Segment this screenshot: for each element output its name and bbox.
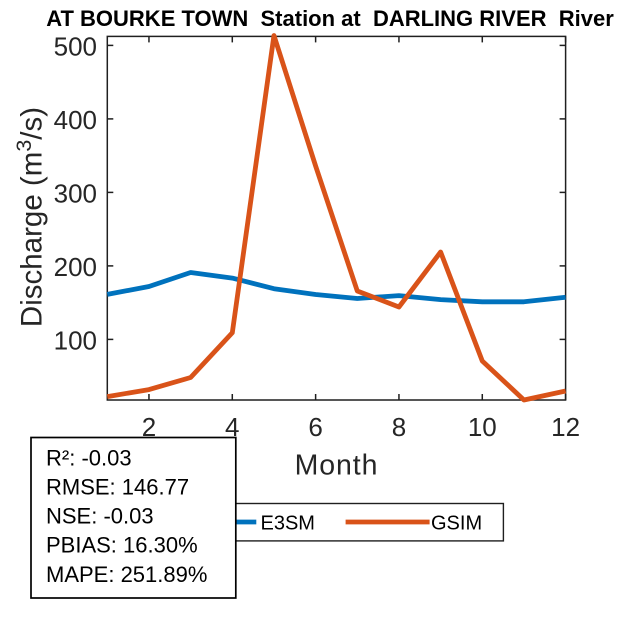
svg-text:PBIAS: 16.30%: PBIAS: 16.30% [46, 533, 198, 558]
svg-text:MAPE: 251.89%: MAPE: 251.89% [46, 562, 207, 587]
svg-text:12: 12 [551, 412, 580, 442]
svg-text:4: 4 [225, 412, 239, 442]
svg-text:400: 400 [54, 105, 97, 135]
svg-text:Month: Month [295, 450, 379, 482]
svg-text:100: 100 [54, 325, 97, 355]
svg-text:8: 8 [392, 412, 406, 442]
svg-text:200: 200 [54, 252, 97, 282]
svg-text:AT BOURKE TOWN Station at DA: AT BOURKE TOWN Station at DARLING RIVER … [46, 6, 614, 31]
svg-text:6: 6 [308, 412, 322, 442]
svg-text:300: 300 [54, 178, 97, 208]
svg-text:500: 500 [54, 31, 97, 61]
svg-text:GSIM: GSIM [431, 513, 482, 535]
svg-text:2: 2 [142, 412, 156, 442]
svg-text:10: 10 [468, 412, 497, 442]
svg-text:Discharge (m3/s): Discharge (m3/s) [12, 107, 49, 327]
svg-text:RMSE: 146.77: RMSE: 146.77 [46, 474, 189, 499]
svg-text:NSE: -0.03: NSE: -0.03 [46, 504, 154, 529]
svg-text:R²: -0.03: R²: -0.03 [46, 445, 132, 470]
svg-text:E3SM: E3SM [261, 513, 315, 535]
